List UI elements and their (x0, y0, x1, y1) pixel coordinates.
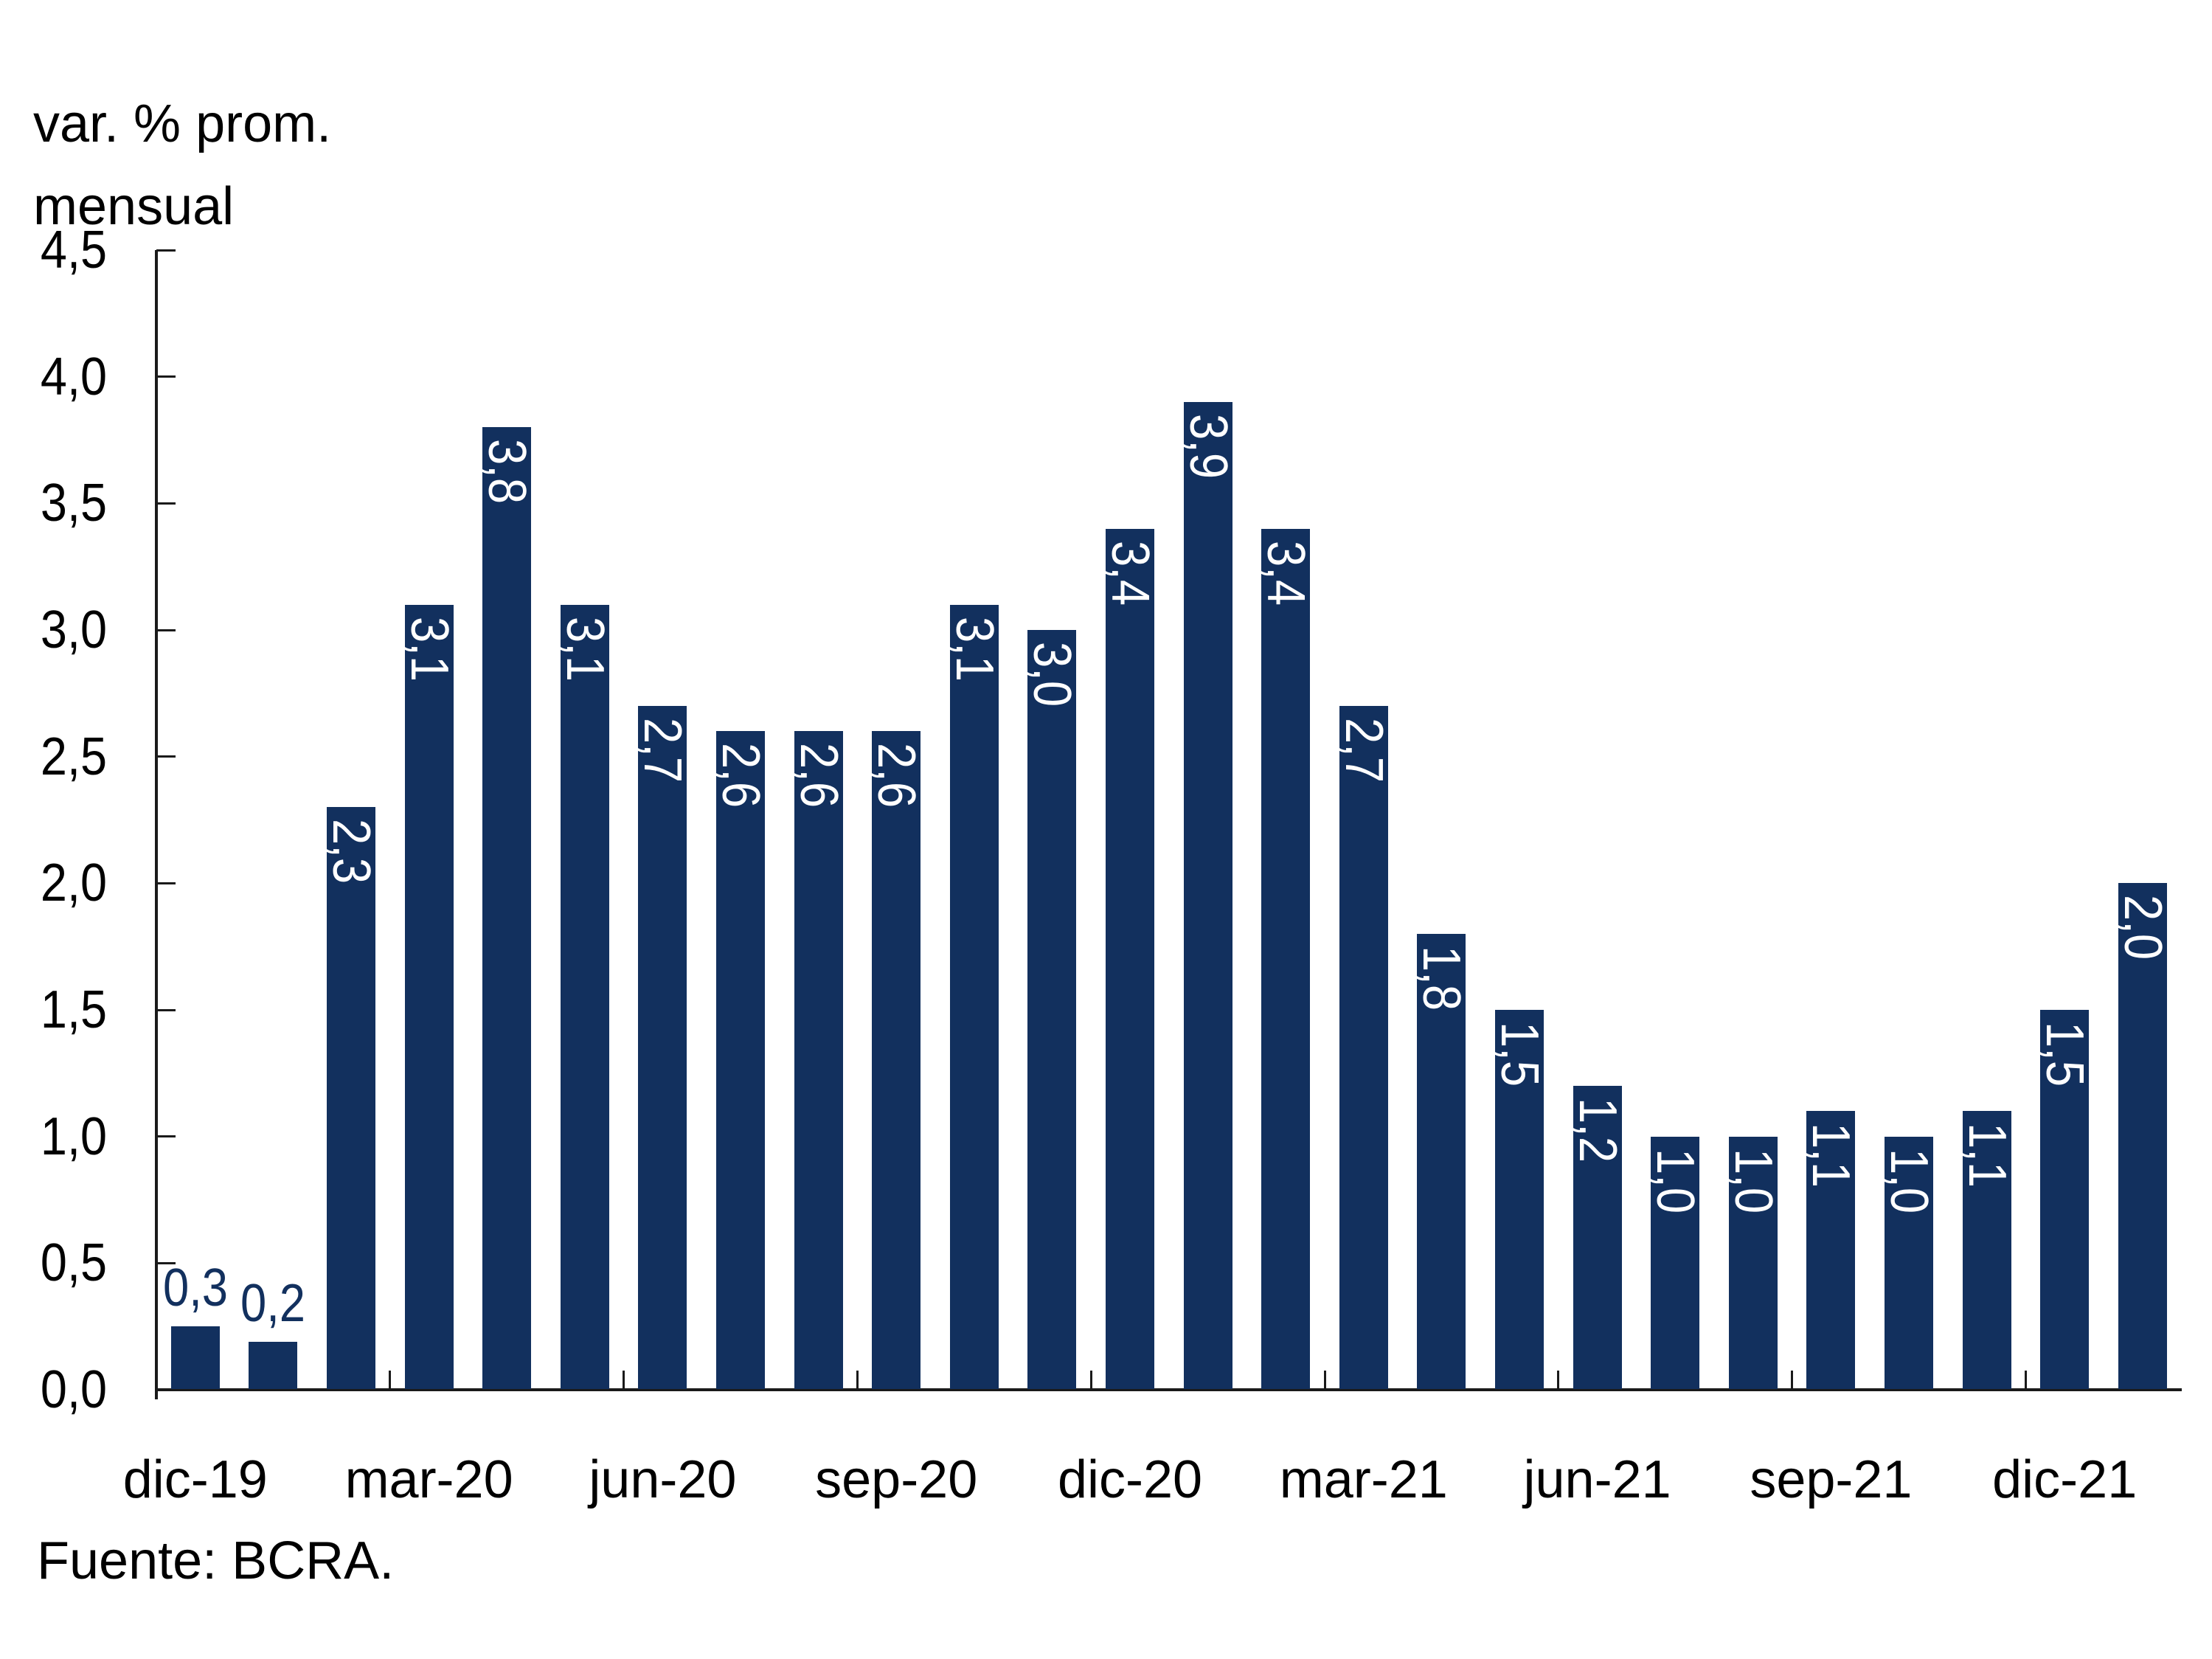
bar (872, 731, 921, 1389)
bar-value-label: 2,6 (788, 743, 848, 808)
y-axis-tick-label: 3,0 (40, 600, 108, 660)
y-axis-tick-label: 0,5 (40, 1233, 108, 1293)
bar-value-label: 1,0 (1723, 1148, 1783, 1213)
bar (2040, 1010, 2090, 1389)
y-axis-tick (156, 1261, 176, 1264)
bar (1106, 528, 1154, 1389)
y-axis-tick-label: 1,0 (40, 1106, 108, 1166)
bar-value-label: 3,1 (944, 616, 1004, 682)
bar (1261, 528, 1311, 1389)
bar-value-label: 2,3 (322, 819, 381, 884)
bar (1885, 1136, 1933, 1389)
x-axis-tick-label: mar-21 (1279, 1450, 1448, 1509)
bar (949, 604, 999, 1389)
bar-value-label: 3,4 (1256, 540, 1316, 606)
bar-value-label: 3,0 (1022, 642, 1082, 707)
bar (1027, 630, 1077, 1389)
x-axis-tick-label: sep-20 (815, 1450, 978, 1509)
x-axis-tick-label: dic-20 (1057, 1450, 1203, 1509)
y-axis-tick (156, 375, 176, 378)
bar (1183, 402, 1232, 1389)
bar (1728, 1136, 1778, 1389)
bar-value-label: 3,1 (399, 616, 459, 682)
bar-value-label: 2,7 (1334, 718, 1393, 783)
axis-title: var. % prom. mensual (33, 83, 331, 248)
bar (1417, 934, 1466, 1389)
bar-value-label: 1,1 (1957, 1123, 2017, 1188)
x-axis-line (155, 1388, 2182, 1391)
x-axis-tick-label: mar-20 (344, 1450, 513, 1509)
bar-value-label: 2,6 (711, 743, 770, 808)
y-axis-tick (156, 628, 176, 631)
x-axis-tick (1791, 1371, 1794, 1390)
bar-value-label: 2,6 (867, 743, 926, 808)
bar-value-label: 1,5 (2035, 1022, 2095, 1087)
source-note: Fuente: BCRA. (37, 1531, 395, 1590)
y-axis-tick (156, 502, 176, 505)
y-axis-tick-label: 4,0 (40, 347, 108, 406)
x-axis-tick (623, 1371, 625, 1390)
bar-value-label: 1,0 (1646, 1148, 1705, 1213)
bar (1806, 1111, 1856, 1389)
bar (249, 1341, 298, 1389)
bar (560, 604, 609, 1389)
bar (170, 1326, 220, 1389)
bar-value-label: 2,7 (633, 718, 693, 783)
x-axis-tick (2024, 1371, 2027, 1390)
bar-value-label: 3,4 (1100, 540, 1159, 606)
y-axis-tick (156, 755, 176, 758)
y-axis-tick-label: 1,5 (40, 980, 108, 1040)
x-axis-tick (856, 1371, 859, 1390)
bar-value-label: 3,8 (477, 439, 537, 505)
bar (794, 731, 843, 1389)
y-axis-tick (156, 882, 176, 884)
x-axis-tick (1557, 1371, 1560, 1390)
bar-value-label: 1,8 (1412, 946, 1471, 1011)
bar (1962, 1111, 2011, 1389)
axis-title-line2: mensual (33, 177, 235, 236)
bar-value-label: 0,3 (162, 1258, 228, 1318)
y-axis-tick (156, 1135, 176, 1138)
y-axis-line (155, 250, 158, 1399)
bar-value-label: 1,1 (1801, 1123, 1861, 1188)
x-axis-tick-label: jun-21 (1523, 1450, 1671, 1509)
bar-value-label: 3,9 (1178, 414, 1238, 479)
x-axis-tick-label: sep-21 (1750, 1450, 1913, 1509)
bar (2118, 883, 2167, 1389)
bar (1573, 1086, 1622, 1389)
y-axis-tick-label: 3,5 (40, 474, 108, 533)
x-axis-tick (389, 1371, 392, 1390)
bar (1651, 1136, 1700, 1389)
x-axis-tick (1323, 1371, 1326, 1390)
bar-value-label: 1,0 (1879, 1148, 1938, 1213)
x-axis-tick-label: jun-20 (589, 1450, 737, 1509)
bar (404, 604, 454, 1389)
bar-value-label: 2,0 (2112, 895, 2172, 960)
bar (638, 706, 687, 1389)
x-axis-tick (1089, 1371, 1092, 1390)
y-axis-tick-label: 2,5 (40, 727, 108, 786)
bar (327, 807, 375, 1389)
x-axis-tick-label: dic-21 (1992, 1450, 2138, 1509)
y-axis-tick (156, 1008, 176, 1011)
bar (1495, 1010, 1544, 1389)
bar-value-label: 0,2 (240, 1273, 306, 1333)
y-axis-tick-label: 2,0 (40, 853, 108, 913)
bar (1339, 706, 1388, 1389)
y-axis-tick-label: 0,0 (40, 1360, 108, 1419)
bar-value-label: 1,2 (1567, 1098, 1627, 1163)
bar (482, 427, 532, 1389)
bar (716, 731, 765, 1389)
y-axis-tick-label: 4,5 (40, 221, 108, 280)
y-axis-tick (156, 249, 176, 252)
bar-value-label: 3,1 (555, 616, 614, 682)
bar-value-label: 1,5 (1490, 1022, 1549, 1087)
axis-title-line1: var. % prom. (33, 94, 332, 153)
x-axis-tick-label: dic-19 (122, 1450, 268, 1509)
